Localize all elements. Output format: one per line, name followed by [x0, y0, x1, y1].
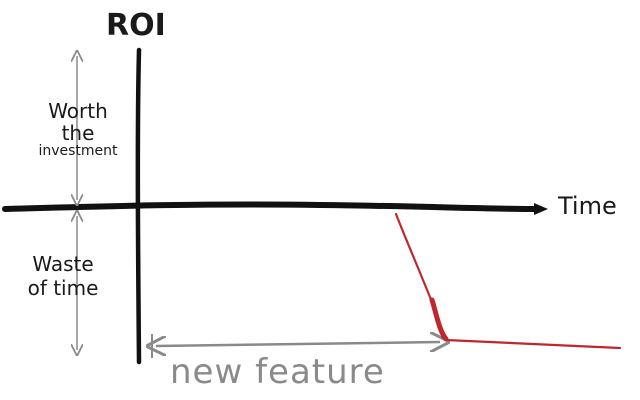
roi-axis-label: ROI — [106, 8, 166, 43]
roi-curve — [394, 212, 622, 350]
worth-line-2: the — [61, 121, 95, 145]
time-axis — [2, 201, 543, 212]
waste-line-1: Waste — [32, 252, 94, 276]
waste-line-2: of time — [27, 276, 99, 300]
new-feature-label: new feature — [170, 352, 385, 392]
feature-span-arrow — [156, 342, 440, 346]
time-axis-arrowhead — [534, 203, 548, 215]
roi-curve-thick — [429, 297, 449, 342]
waste-of-time-label: Waste of time — [18, 252, 108, 300]
worth-line-3: investment — [38, 143, 118, 159]
roi-axis — [135, 47, 142, 365]
worth-line-1: Worth — [48, 99, 108, 123]
time-axis-label: Time — [558, 192, 617, 220]
worth-investment-label: Worth the investment — [18, 100, 138, 159]
